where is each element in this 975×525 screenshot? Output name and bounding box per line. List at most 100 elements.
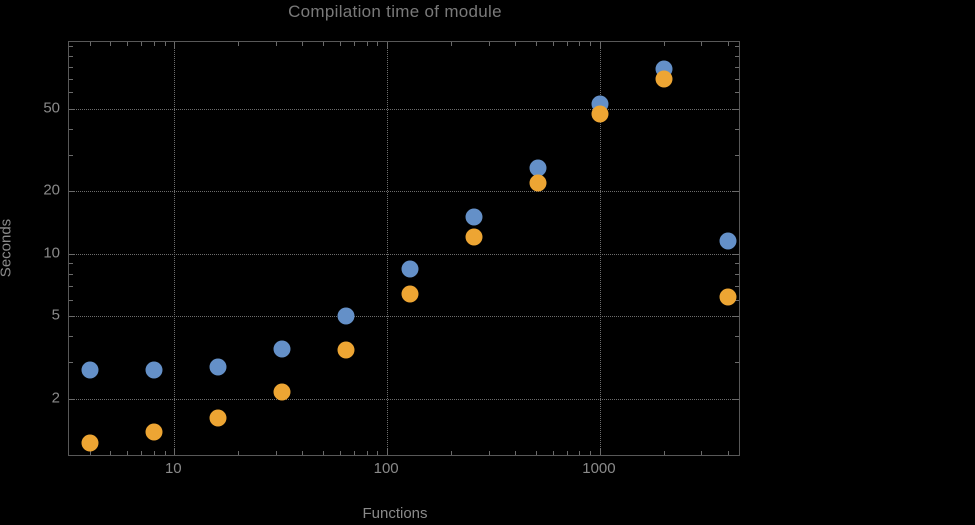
x-axis-minor-tick xyxy=(323,451,325,455)
y-axis-minor-tick xyxy=(735,286,739,288)
x-axis-minor-tick xyxy=(141,451,143,455)
y-axis-minor-tick xyxy=(735,128,739,130)
y-axis-minor-tick xyxy=(735,299,739,301)
x-axis-minor-tick xyxy=(664,451,666,455)
y-axis-minor-tick xyxy=(69,263,73,265)
y-axis-tick-label: 50 xyxy=(43,99,60,117)
y-axis-minor-tick xyxy=(735,78,739,80)
x-axis-minor-tick xyxy=(275,451,277,455)
data-point-orange-series xyxy=(401,285,419,303)
data-point-blue-series xyxy=(465,208,483,226)
data-point-orange-series xyxy=(209,409,227,427)
x-axis-tick-labels: 10 100 1000 xyxy=(68,458,740,484)
data-point-orange-series xyxy=(273,383,291,401)
x-axis-minor-tick xyxy=(275,42,277,46)
y-axis-minor-tick xyxy=(735,362,739,364)
x-axis-minor-tick xyxy=(110,451,112,455)
x-axis-minor-tick xyxy=(110,42,112,46)
y-axis-minor-tick xyxy=(69,55,73,57)
chart-title: Compilation time of module xyxy=(288,2,502,21)
gridline-vertical xyxy=(174,42,176,455)
gridline-vertical xyxy=(599,42,601,455)
x-axis-title: Functions xyxy=(362,505,428,522)
x-axis-minor-tick xyxy=(164,42,166,46)
y-axis-minor-tick xyxy=(69,362,73,364)
x-axis-minor-tick xyxy=(302,451,304,455)
x-axis-tick-label: 10 xyxy=(164,460,182,477)
y-axis-minor-tick xyxy=(69,66,73,68)
y-axis-minor-tick xyxy=(69,78,73,80)
gridline-vertical xyxy=(387,42,389,455)
y-axis-minor-tick xyxy=(69,274,73,275)
x-axis-minor-tick xyxy=(354,42,356,46)
x-axis-minor-tick xyxy=(566,451,568,455)
data-point-orange-series xyxy=(655,70,673,88)
data-point-blue-series xyxy=(209,358,227,376)
x-axis-minor-tick xyxy=(153,42,155,46)
x-axis-minor-tick xyxy=(566,42,568,46)
x-axis-minor-tick xyxy=(515,451,517,455)
y-axis-tick xyxy=(69,398,75,400)
y-axis-minor-tick xyxy=(735,263,739,265)
y-axis-minor-tick xyxy=(735,46,739,48)
x-axis-minor-tick xyxy=(238,451,240,455)
x-axis-minor-tick xyxy=(590,451,592,455)
y-axis-tick xyxy=(733,108,739,110)
y-axis-tick-label: 20 xyxy=(43,181,60,199)
gridline-horizontal xyxy=(69,191,739,193)
y-axis-tick xyxy=(69,108,75,110)
y-axis-tick-label: 5 xyxy=(51,306,60,324)
x-axis-tick-label: 100 xyxy=(373,460,399,477)
x-axis-minor-tick xyxy=(141,42,143,46)
x-axis-minor-tick xyxy=(451,451,453,455)
data-point-orange-series xyxy=(591,105,609,123)
y-axis-tick xyxy=(69,191,75,193)
data-point-orange-series xyxy=(529,174,547,192)
y-axis-tick-label: 10 xyxy=(43,244,60,262)
y-axis-tick xyxy=(733,253,739,255)
x-axis-minor-tick xyxy=(164,451,166,455)
y-axis-minor-tick xyxy=(735,55,739,57)
data-point-blue-series xyxy=(145,361,163,379)
y-axis-minor-tick xyxy=(735,274,739,275)
y-axis-title: Seconds xyxy=(0,218,15,278)
y-axis-minor-tick xyxy=(69,154,73,156)
x-axis-tick xyxy=(174,449,176,455)
y-axis-tick xyxy=(733,191,739,193)
y-axis-minor-tick xyxy=(735,336,739,338)
x-axis-minor-tick xyxy=(451,42,453,46)
x-axis-minor-tick xyxy=(89,451,91,455)
y-axis-minor-tick xyxy=(69,336,73,338)
x-axis-minor-tick xyxy=(339,451,341,455)
y-axis-minor-tick xyxy=(69,299,73,301)
x-axis-minor-tick xyxy=(238,42,240,46)
gridline-horizontal xyxy=(69,253,739,255)
y-axis-minor-tick xyxy=(69,128,73,130)
x-axis-tick xyxy=(599,42,601,48)
data-point-blue-series xyxy=(401,260,419,278)
x-axis-minor-tick xyxy=(701,42,703,46)
y-axis-tick xyxy=(733,398,739,400)
y-axis-minor-tick xyxy=(69,46,73,48)
y-axis-minor-tick xyxy=(735,92,739,94)
data-point-blue-series xyxy=(81,361,99,379)
data-point-blue-series xyxy=(719,232,737,250)
x-axis-tick xyxy=(387,449,389,455)
x-axis-tick xyxy=(174,42,176,48)
x-axis-minor-tick xyxy=(127,42,129,46)
x-axis-tick xyxy=(599,449,601,455)
y-axis-minor-tick xyxy=(69,286,73,288)
x-axis-minor-tick xyxy=(579,451,581,455)
x-axis-minor-tick xyxy=(339,42,341,46)
x-axis-minor-tick xyxy=(323,42,325,46)
data-point-blue-series xyxy=(529,159,547,177)
y-axis-tick xyxy=(733,316,739,318)
y-axis-minor-tick xyxy=(69,92,73,94)
x-axis-minor-tick xyxy=(535,42,537,46)
x-axis-minor-tick xyxy=(728,451,730,455)
x-axis-minor-tick xyxy=(488,451,490,455)
x-axis-minor-tick xyxy=(302,42,304,46)
x-axis-tick xyxy=(387,42,389,48)
x-axis-minor-tick xyxy=(701,451,703,455)
